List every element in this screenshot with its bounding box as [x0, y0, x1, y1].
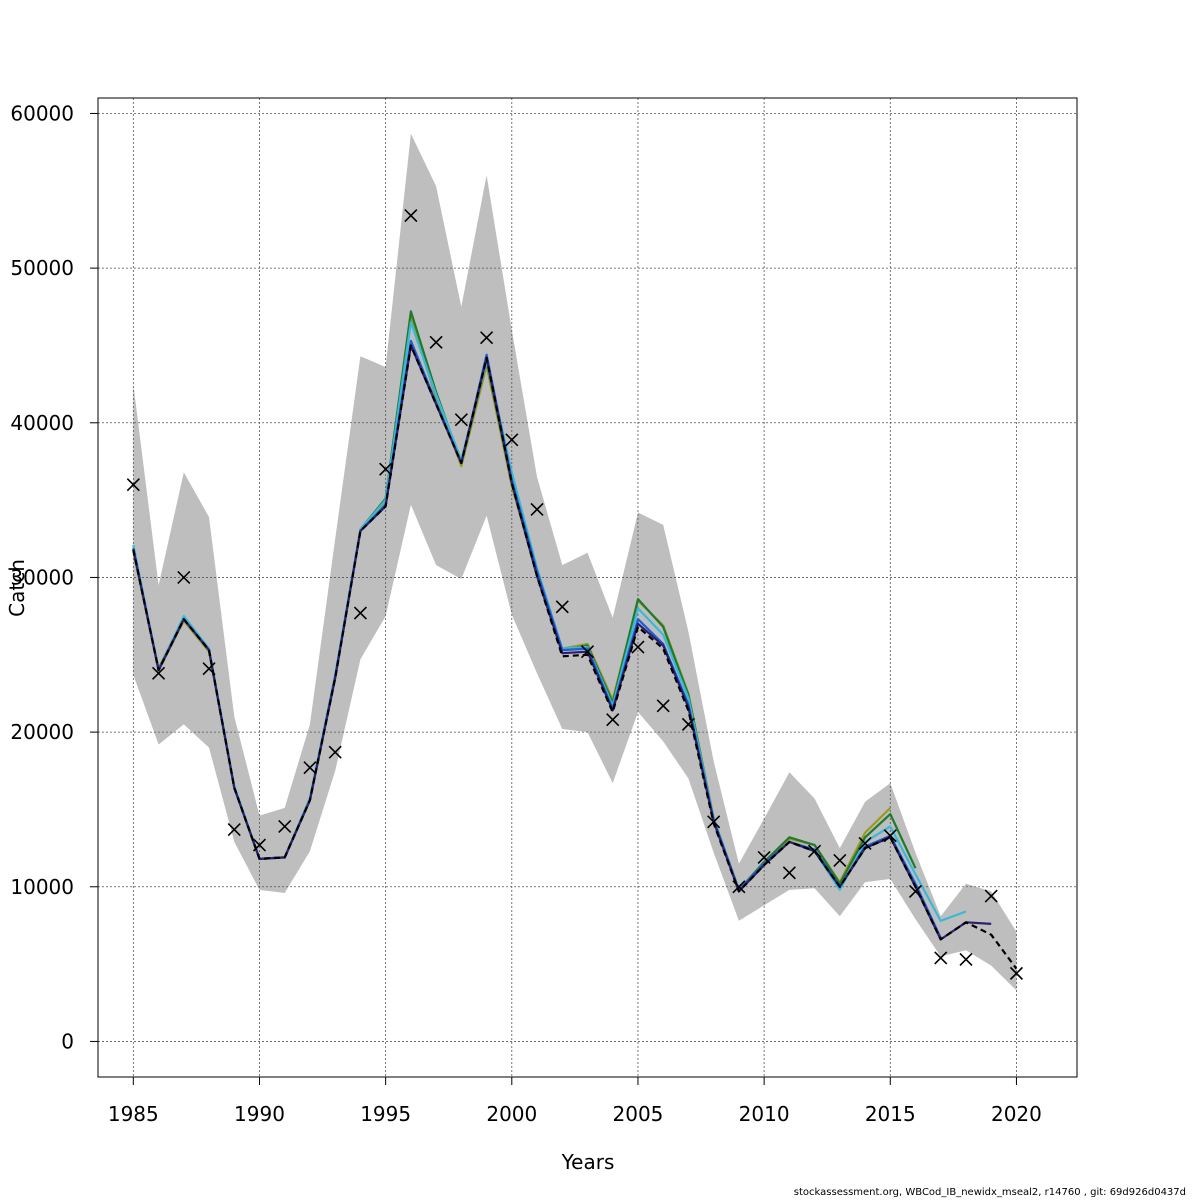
observations-layer: [126, 208, 1024, 980]
y-tick-label: 20000: [10, 720, 74, 744]
observation-marker: [631, 640, 645, 654]
observation-marker: [151, 666, 166, 680]
observation-marker: [959, 952, 973, 967]
confidence-band: [133, 133, 1017, 991]
observation-marker: [934, 951, 948, 965]
observation-marker: [227, 822, 241, 837]
x-tick-label: 2010: [739, 1102, 790, 1126]
x-axis: 1985 1990 1995 2000 2005 2010 2015 2020: [108, 1076, 1042, 1126]
observation-marker: [732, 880, 746, 894]
observation-marker: [808, 844, 822, 858]
observation-marker: [328, 745, 342, 759]
observation-marker: [757, 850, 771, 864]
series-layer: [132, 310, 1018, 970]
observation-marker: [480, 331, 494, 345]
x-tick-label: 2005: [613, 1102, 664, 1126]
grid-layer: [98, 98, 1077, 1077]
y-tick-label: 40000: [10, 411, 74, 435]
observation-marker: [707, 815, 721, 829]
x-tick-label: 1990: [234, 1102, 285, 1126]
observation-marker: [505, 433, 519, 447]
observation-marker: [555, 600, 569, 614]
observation-marker: [833, 853, 847, 868]
observation-marker: [454, 413, 468, 427]
x-tick-label: 1995: [360, 1102, 411, 1126]
observation-marker: [858, 836, 872, 851]
observation-marker: [379, 462, 393, 476]
observation-marker: [252, 838, 267, 852]
x-axis-title: Years: [561, 1150, 615, 1174]
observation-marker: [278, 819, 292, 834]
observation-marker: [303, 761, 317, 775]
confidence-band-layer: [133, 133, 1017, 991]
x-tick-label: 2020: [991, 1102, 1042, 1126]
x-tick-label: 2015: [865, 1102, 916, 1126]
observation-marker: [883, 829, 897, 843]
observation-marker: [404, 208, 418, 223]
x-tick-label: 1985: [108, 1102, 159, 1126]
observation-marker: [580, 645, 595, 659]
observation-marker: [429, 335, 443, 349]
observation-marker: [1009, 966, 1024, 980]
observation-marker: [177, 570, 191, 585]
observation-marker: [126, 478, 140, 492]
observation-marker: [908, 884, 923, 898]
y-tick-label: 50000: [10, 256, 74, 280]
x-tick-label: 2000: [486, 1102, 537, 1126]
observation-marker: [202, 662, 216, 676]
series-line-1: [132, 344, 1018, 970]
observation-marker: [530, 502, 544, 516]
y-tick-label: 0: [61, 1029, 74, 1053]
observation-marker: [782, 866, 796, 880]
y-tick-label: 60000: [10, 101, 74, 125]
footer-caption: stockassessment.org, WBCod_IB_newidx_mse…: [793, 1187, 1186, 1198]
observation-marker: [984, 889, 998, 903]
observation-marker: [353, 606, 367, 620]
y-tick-label: 10000: [10, 875, 74, 899]
y-axis: 0 10000 20000 30000 40000 50000 60000: [10, 101, 99, 1053]
y-axis-title: Catch: [5, 559, 29, 617]
observation-marker: [656, 699, 670, 713]
observation-marker: [606, 713, 620, 727]
y-tick-label: 30000: [10, 565, 74, 589]
observation-marker: [681, 717, 695, 731]
